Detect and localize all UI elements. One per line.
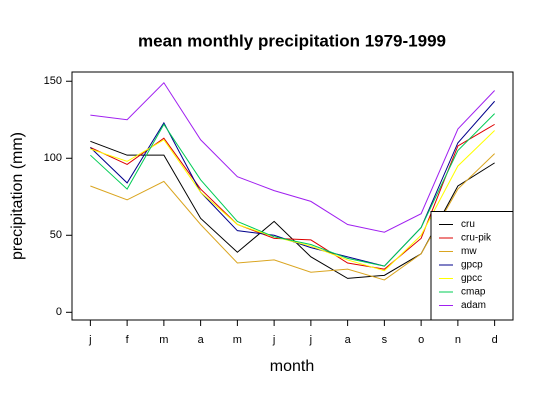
x-tick-label: m: [233, 334, 242, 346]
series-line: [90, 153, 495, 281]
x-tick-label: j: [88, 334, 91, 346]
y-tick-label: 50: [50, 229, 62, 241]
legend-label: cru: [461, 219, 475, 230]
legend-label: cmap: [461, 287, 486, 298]
x-tick-label: j: [272, 334, 275, 346]
x-tick-label: d: [492, 334, 498, 346]
series-line: [90, 130, 495, 272]
chart-title: mean monthly precipitation 1979-1999: [138, 31, 446, 50]
y-tick-label: 150: [44, 75, 62, 87]
x-tick-label: a: [198, 334, 205, 346]
x-tick-label: m: [159, 334, 168, 346]
legend-label: adam: [461, 300, 486, 311]
legend-label: gpcc: [461, 273, 482, 284]
x-tick-label: j: [309, 334, 312, 346]
y-axis-label: precipitation (mm): [9, 132, 26, 260]
series-line: [90, 81, 495, 233]
legend-label: cru-pik: [461, 233, 492, 244]
y-tick-label: 0: [56, 306, 62, 318]
y-tick-label: 100: [44, 152, 62, 164]
legend-label: gpcp: [461, 260, 483, 271]
x-tick-label: o: [418, 334, 424, 346]
x-tick-label: n: [455, 334, 461, 346]
x-axis-label: month: [270, 358, 314, 375]
legend-box: [430, 211, 514, 321]
legend-label: mw: [461, 246, 477, 257]
series-line: [90, 113, 495, 267]
x-tick-label: a: [345, 334, 352, 346]
x-tick-label: s: [382, 334, 388, 346]
plot-frame: [71, 71, 514, 321]
x-tick-label: f: [126, 334, 130, 346]
